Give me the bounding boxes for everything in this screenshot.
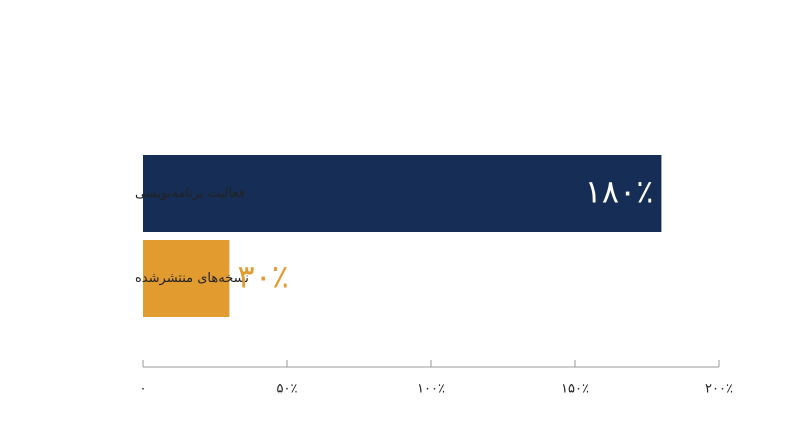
value-label: ۱۸۰٪ bbox=[585, 173, 654, 211]
bar bbox=[143, 240, 230, 317]
x-tick-label: ۱۵۰٪ bbox=[561, 382, 589, 397]
x-tick-label: ۱۰۰٪ bbox=[417, 382, 445, 397]
x-tick-label: ۲۰۰٪ bbox=[705, 382, 733, 397]
bar bbox=[143, 155, 662, 232]
x-tick-label: ۰ bbox=[140, 382, 147, 397]
x-tick-label: ۵۰٪ bbox=[277, 382, 298, 397]
category-label: نسخه‌های منتشرشده bbox=[135, 271, 249, 286]
category-label: فعالیت برنامه‌نویسی bbox=[135, 186, 245, 201]
value-label: ۳۰٪ bbox=[237, 258, 289, 296]
